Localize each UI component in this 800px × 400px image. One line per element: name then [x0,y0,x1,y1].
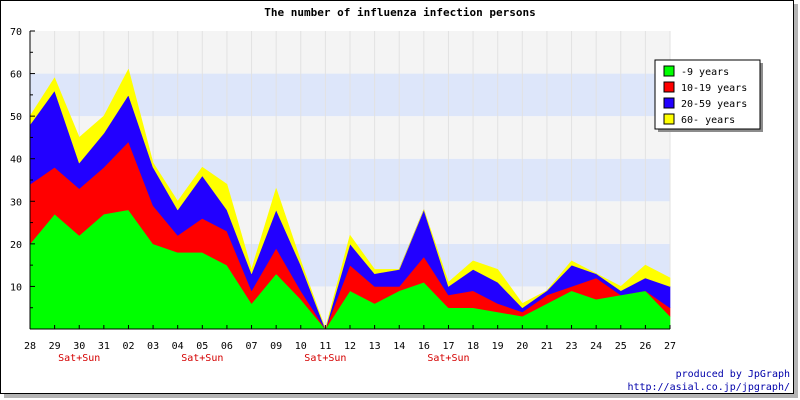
x-tick-label: 19 [492,341,504,352]
weekend-label: Sat+Sun [58,353,100,364]
legend-swatch [663,81,675,93]
legend-label: 60- years [681,115,735,126]
x-tick-label: 26 [639,341,651,352]
x-tick-label: 28 [24,341,36,352]
x-tick-label: 07 [246,341,258,352]
x-tick-label: 13 [369,341,381,352]
x-tick-label: 02 [122,341,134,352]
weekend-label: Sat+Sun [304,353,346,364]
x-tick-label: 31 [98,341,110,352]
legend-label: -9 years [681,67,729,78]
x-tick-label: 25 [615,341,627,352]
x-tick-label: 09 [270,341,282,352]
y-tick-label: 40 [10,155,22,166]
x-tick-label: 06 [221,341,233,352]
y-tick-label: 10 [10,282,22,293]
y-tick-label: 20 [10,240,22,251]
y-tick-label: 50 [10,112,22,123]
y-axis-ticks: 10 20 30 40 50 60 70 [10,27,35,309]
chart-title: The number of influenza infection person… [264,6,536,19]
x-tick-label: 27 [664,341,676,352]
legend: -9 years 10-19 years 20-59 years 60- years [654,59,763,132]
x-tick-label: 20 [516,341,528,352]
x-tick-label: 30 [73,341,85,352]
x-tick-label: 12 [344,341,356,352]
x-axis-ticks: 28 29 30 31 02 03 04 05 06 07 09 10 11 12 13 14 16 17 18 19… [24,325,676,352]
legend-label: 20-59 years [681,99,747,110]
legend-label: 10-19 years [681,83,747,94]
x-tick-label: 24 [590,341,602,352]
area-series [29,69,671,330]
x-tick-label: 11 [319,341,331,352]
x-tick-label: 04 [172,341,184,352]
x-tick-label: 17 [442,341,454,352]
x-tick-label: 05 [196,341,208,352]
y-tick-label: 70 [10,27,22,38]
credit-line-1: produced by JpGraph [676,369,790,380]
x-tick-label: 18 [467,341,479,352]
credit-line-2[interactable]: http://asial.co.jp/jpgraph/ [627,382,790,393]
x-tick-label: 29 [49,341,61,352]
weekend-label: Sat+Sun [427,353,469,364]
x-tick-label: 14 [393,341,405,352]
weekend-labels: Sat+Sun Sat+Sun Sat+Sun Sat+Sun [58,353,469,364]
weekend-label: Sat+Sun [181,353,223,364]
legend-swatch [663,65,675,77]
x-tick-label: 03 [147,341,159,352]
y-tick-label: 60 [10,70,22,81]
legend-swatch [663,113,675,125]
x-tick-label: 23 [566,341,578,352]
y-tick-label: 30 [10,197,22,208]
x-tick-label: 16 [418,341,430,352]
x-tick-label: 21 [541,341,553,352]
x-tick-label: 10 [295,341,307,352]
legend-swatch [663,97,675,109]
